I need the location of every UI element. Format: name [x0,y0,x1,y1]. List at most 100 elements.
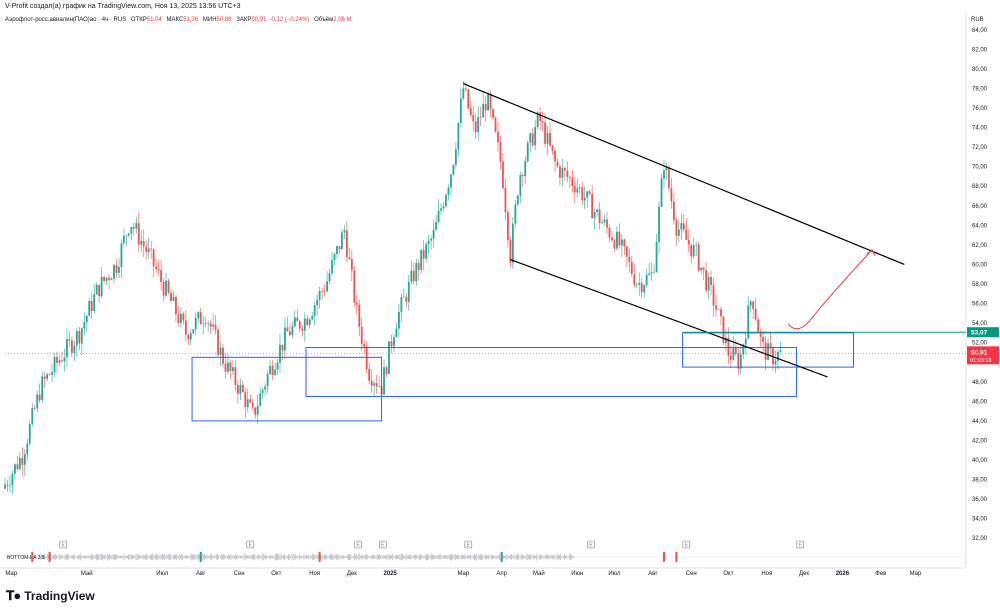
y-tick-label: 82,00 [972,47,988,53]
open-value: 51,04 [146,17,162,23]
candle-body [638,282,641,285]
last-price-label: 50,91 [971,349,988,356]
candle-body [61,360,63,362]
candle-body [179,313,182,323]
candle-body [450,174,452,188]
candle-body [11,473,14,486]
candle-body [390,341,393,347]
y-tick-label: 80,00 [972,67,988,73]
candle-body [415,262,418,282]
candle-body [494,117,497,132]
volume-label: Объём [314,17,334,23]
candle-body [125,235,128,237]
candle-body [422,249,425,259]
candle-body [167,280,170,293]
candle-body [385,367,388,374]
earnings-icon: E [249,543,253,549]
candle-body [544,122,546,144]
x-tick-label: Мар [5,571,17,577]
candle-body [650,272,653,274]
candle-body [487,93,489,111]
candle-body [214,324,217,330]
candle-body [182,313,185,321]
candle-body [524,161,527,177]
candle-body [467,89,470,109]
candle-body [747,305,750,339]
candle-body [14,464,16,474]
candle-body [425,244,428,259]
candle-body [18,458,21,470]
earnings-icon: E [589,543,593,549]
candle-body [516,195,519,205]
candle-body [333,253,336,261]
currency-label[interactable]: RUB [971,17,984,23]
x-tick-label: Сен [686,571,697,577]
candle-body [725,337,727,344]
candle-body [75,331,78,346]
candle-body [521,174,524,177]
symbol-name[interactable]: Аэрофлот-росс.авиалин(ПАО)ао · 4ч · RUS [5,17,127,23]
candle-body [370,380,373,386]
x-tick-label: Июл [608,571,621,577]
candle-body [103,276,105,281]
candle-body [457,122,460,150]
candle-body [437,210,440,222]
candle-body [596,209,599,213]
high-value: 51,36 [183,17,199,23]
candle-body [504,187,507,213]
candle-body [21,458,24,465]
x-tick-label: Май [81,570,93,577]
candle-body [447,187,450,196]
candle-body [742,344,745,355]
earnings-icon [682,540,691,549]
candle-body [675,220,678,236]
candle-body [118,267,120,273]
candle-body [640,282,643,293]
x-tick-label: 2025 [384,571,398,577]
earnings-icon [587,540,595,549]
candle-body [95,284,98,295]
candle-body [348,257,351,260]
candle-body [697,244,700,271]
candle-body [603,219,606,223]
x-tick-label: Ноя [309,571,320,577]
candle-body [720,309,722,317]
candle-body [658,206,660,242]
y-tick-label: 54,00 [972,321,988,327]
candle-body [620,239,623,246]
candle-body [660,178,663,207]
candle-body [474,121,477,133]
candle-body [749,301,752,306]
candle-body [744,338,747,345]
candle-body [43,376,46,379]
candle-body [293,317,296,327]
candle-body [559,166,561,178]
candle-body [31,408,34,425]
candle-body [274,369,276,375]
candle-body [212,324,215,327]
candle-body [440,208,442,211]
candle-body [301,328,304,331]
y-tick-label: 60,00 [972,262,988,268]
candle-body [66,339,68,358]
earnings-icon: E [356,543,360,549]
earnings-icon: E [381,543,385,549]
candle-body [378,385,380,387]
low-value: 50,88 [216,17,232,23]
candle-body [358,304,361,327]
candle-body [700,267,703,271]
candle-body [482,104,485,118]
signal-marker [318,552,321,562]
candle-body [311,315,314,320]
candle-body [127,233,130,236]
candle-body [754,308,757,320]
candle-body [645,274,648,286]
x-tick-label: Авг [648,571,658,577]
candle-body [197,312,200,318]
signal-marker [500,552,503,562]
candle-body [507,212,509,241]
candle-body [539,112,542,122]
candle-body [326,281,328,292]
candle-body [241,384,244,392]
